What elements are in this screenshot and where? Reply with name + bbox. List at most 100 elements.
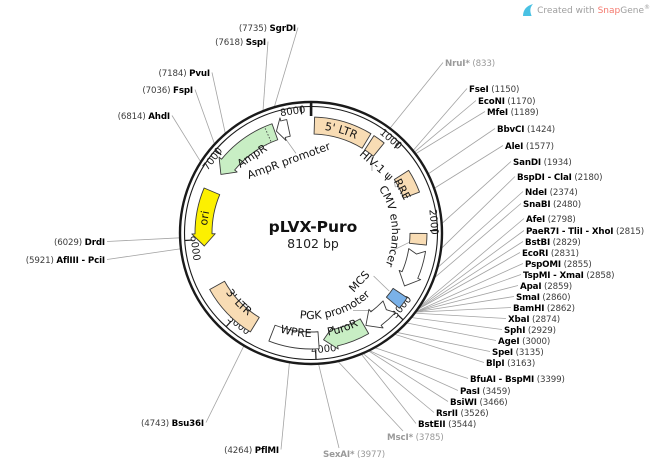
feature-unnamed-arrow [398,248,426,287]
enzyme-leader-FspI [194,89,215,145]
enzyme-label-PvuI: (7184) PvuI [159,69,210,79]
enzyme-leader-SnaBI [433,203,522,279]
enzyme-label-AfeI: AfeI (2798) [526,215,576,225]
watermark: Created with SnapGene® [523,4,650,16]
watermark-registered: ® [644,4,650,11]
tick-7000 [215,149,222,156]
feature-mcs [385,287,408,309]
enzyme-leader-BsiWI [368,350,449,402]
enzyme-leader-AfeI [418,218,525,308]
enzyme-leader-SexAI- [318,363,340,449]
feature-label-wpre: WPRE [279,323,312,340]
enzyme-label-FspI: (7036) FspI [142,86,193,96]
enzyme-label-SmaI: SmaI (2860) [516,293,570,303]
enzyme-label-AhdI: (6814) AhdI [118,112,170,122]
feature-leader-12 [284,137,297,154]
enzyme-label-BstEII: BstEII (3544) [418,420,476,430]
snapgene-logo-icon [523,4,534,16]
enzyme-label-SspI: (7618) SspI [215,38,266,48]
feature-pgk-promoter [365,300,396,329]
enzyme-leader-BbvCI [427,128,496,175]
enzyme-label-DrdI: (6029) DrdI [54,238,105,248]
plasmid-size: 8102 bp [287,236,339,251]
feature-label-pgk-promoter: PGK promoter [299,288,373,323]
tick-5000 [225,320,232,328]
enzyme-label-Bsu36I: (4743) Bsu36I [141,419,204,429]
enzyme-leader-SmaI [415,296,515,313]
enzyme-leader-SgrDI [273,27,299,108]
feature-ampr [218,123,279,175]
enzyme-leader-AhdI [171,115,202,163]
enzyme-leader-MfeI [415,111,486,155]
enzyme-label-BfuAI-BspMI: BfuAI - BspMI (3399) [470,375,565,385]
tick-8000 [300,106,303,115]
enzyme-label-BstBI: BstBI (2829) [525,238,581,248]
enzyme-label-SgrDI: (7735) SgrDI [239,24,296,34]
feature-label-mcs: MCS [346,268,372,295]
enzyme-leader-Bsu36I [205,345,245,423]
enzyme-leader-PaeR7I-TliI-XhoI [417,230,525,309]
enzyme-label-ApaI: ApaI (2859) [520,282,572,292]
enzyme-label-XbaI: XbaI (2874) [508,315,560,325]
enzyme-leader-BspDI-ClaI [440,176,516,249]
tick-label-8000: 8000 [279,105,306,120]
tick-1000 [393,142,400,149]
feature-leader-3 [389,242,410,253]
feature-boundary-dash [264,127,272,142]
feature-rre [393,169,420,199]
feature-cmv-enhancer [409,232,428,246]
enzyme-leader-EcoNI [413,100,477,153]
enzyme-label-EcoNI: EcoNI (1170) [478,97,535,107]
enzyme-label-PasI: PasI (3459) [460,387,510,397]
enzyme-leader-PflMI [280,362,290,450]
feature-leader-2 [393,181,396,188]
enzyme-leader-SspI [262,41,269,112]
enzyme-leader-PspOMI [415,263,524,312]
enzyme-label-SexAI-: SexAI* (3977) [323,450,385,460]
enzyme-label-MfeI: MfeI (1189) [487,108,539,118]
enzyme-leader-TspMI-XmaI [415,274,522,313]
enzyme-leader-BstEII [360,353,417,424]
enzyme-leader-SphI [411,317,503,330]
enzyme-leader-SpeI [396,331,491,352]
enzyme-label-NruI-: NruI* (833) [445,59,495,69]
enzyme-label-NdeI: NdeI (2374) [525,188,578,198]
feature-label-cmv-enhancer: CMV enhancer [376,183,402,269]
watermark-prefix: Created with [537,6,598,16]
enzyme-label-FseI: FseI (1150) [469,85,519,95]
feature-5-ltr [313,116,372,149]
enzyme-leader-NdeI [436,191,524,269]
enzyme-label-BsiWI: BsiWI (3466) [450,398,507,408]
feature-ampr-promoter [275,117,291,141]
enzyme-label-BspDI-ClaI: BspDI - ClaI (2180) [517,173,602,183]
enzyme-leader-ApaI [415,285,519,313]
enzyme-leader-PasI [368,350,459,391]
feature-3-ltr [209,280,260,333]
enzyme-leader-MscI- [337,360,404,432]
enzyme-label-RsrII: RsrII (3526) [436,409,488,419]
enzyme-label-MscI-: MscI* (3785) [387,433,444,443]
enzyme-leader-NruI- [389,62,444,129]
enzyme-leader-SanDI [441,161,512,225]
enzyme-label-BbvCI: BbvCI (1424) [497,125,555,135]
tick-label-1000: 1000 [377,127,404,152]
enzyme-leader-XbaI [414,312,507,319]
enzyme-leader-FseI [412,88,468,151]
enzyme-leader-BamHI [415,307,512,313]
enzyme-label-PflMI: (4264) PflMI [224,446,279,456]
tick-label-6000: 6000 [187,235,201,262]
enzyme-label-EcoRI: EcoRI (2831) [522,249,579,259]
features [191,116,428,350]
feature-label-ori: ori [197,210,212,226]
plasmid-name: pLVX-Puro [269,218,358,236]
tick-label-2000: 2000 [426,209,439,235]
enzyme-leader-AleI [433,145,504,189]
enzyme-label-SpeI: SpeI (3135) [492,348,544,358]
feature-hiv-1- [364,135,385,157]
enzyme-leader-BlpI [394,333,485,363]
enzyme-leader-EcoRI [417,252,521,310]
enzyme-label-BamHI: BamHI (2862) [513,304,575,314]
